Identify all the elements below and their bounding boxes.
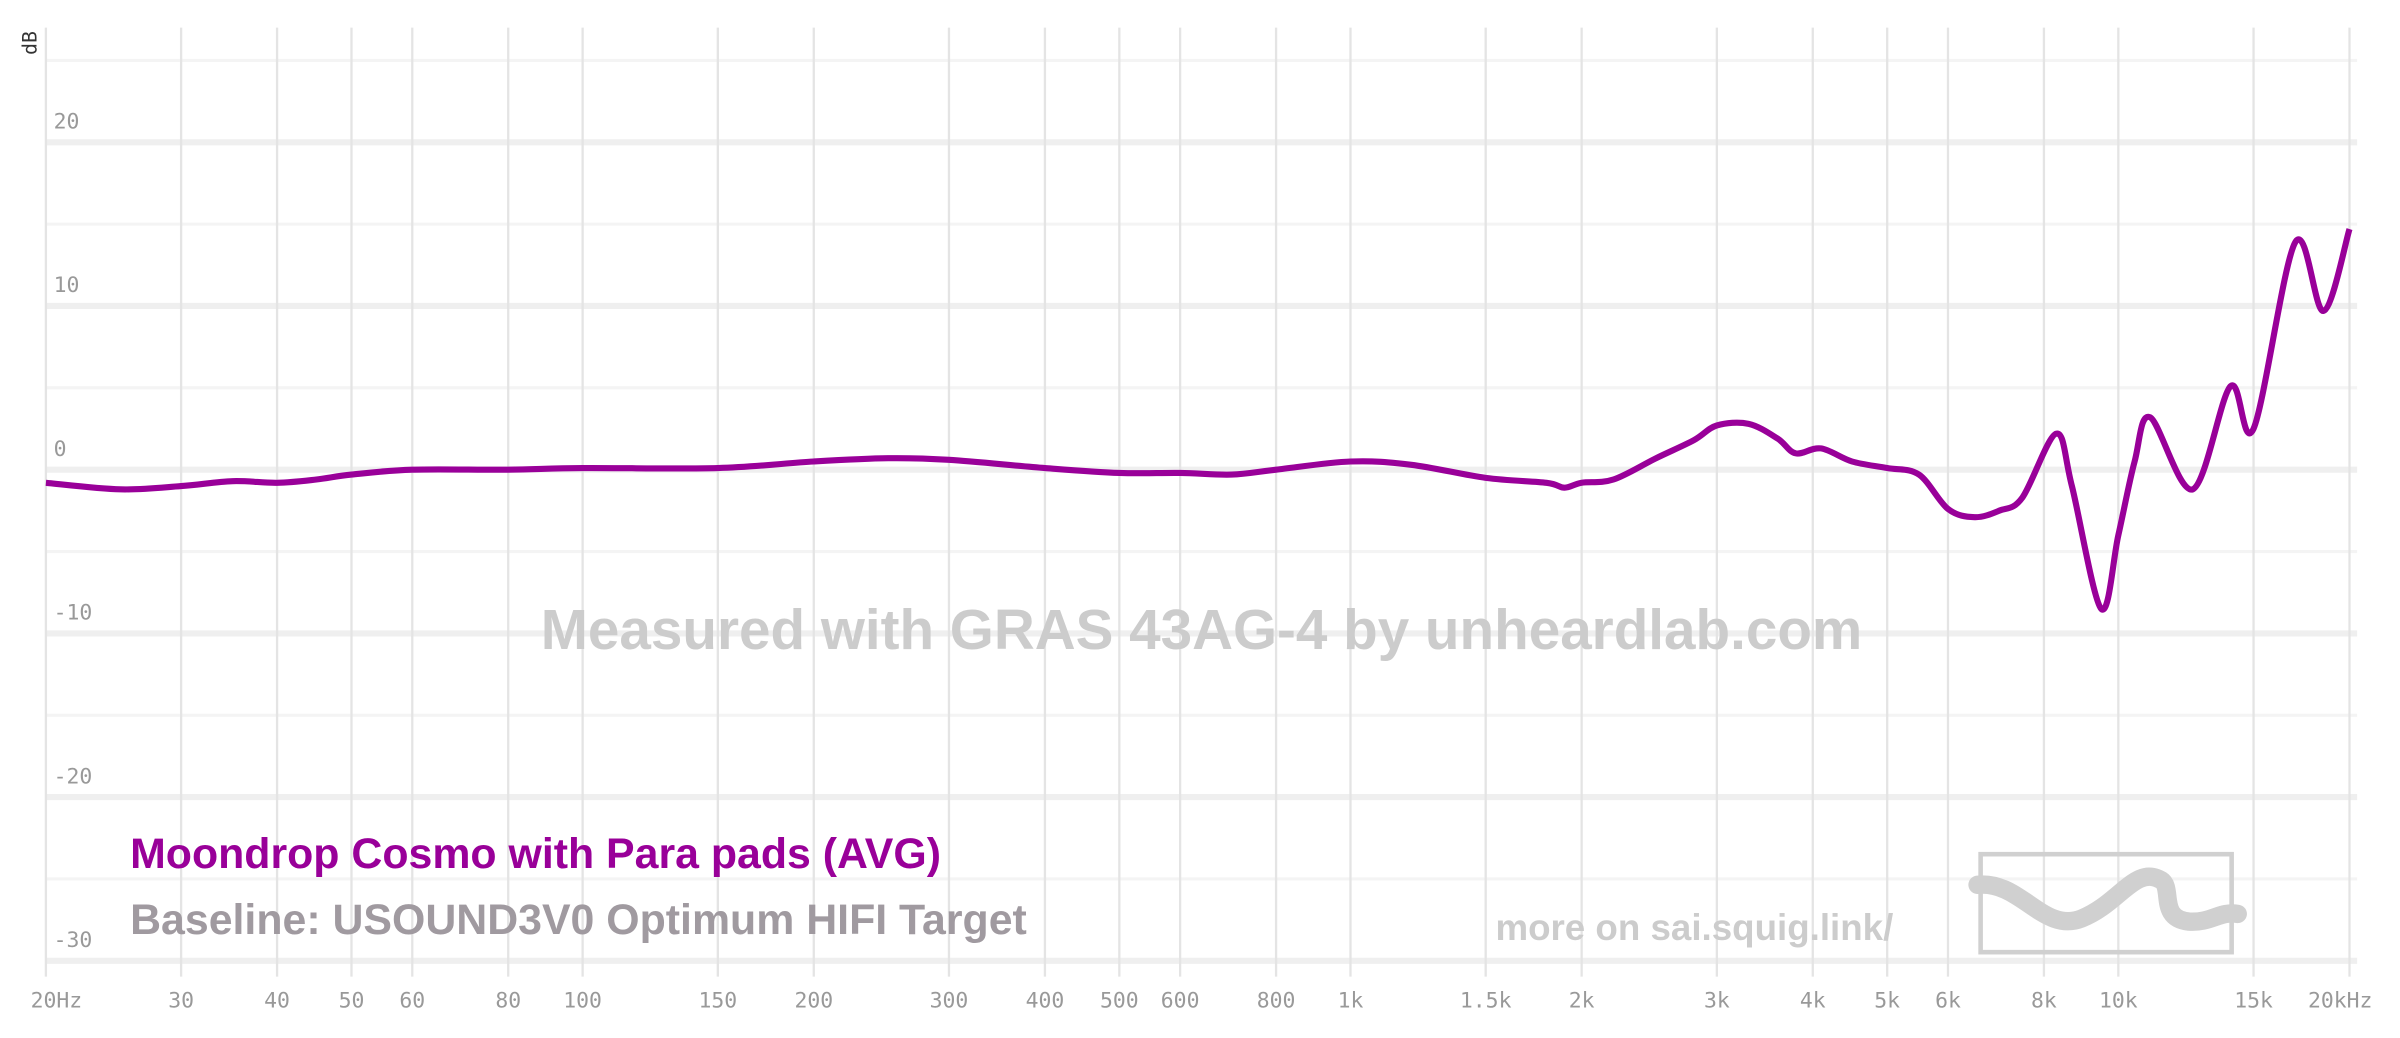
- x-tick-label: 15k: [2234, 988, 2273, 1013]
- footer-link: more on sai.squig.link/: [1495, 907, 1893, 948]
- y-tick-label: -30: [54, 928, 93, 953]
- logo: [1968, 851, 2247, 955]
- x-tick-label: 10k: [2099, 988, 2138, 1013]
- x-tick-label: 300: [930, 988, 969, 1013]
- y-tick-label: -10: [54, 601, 93, 626]
- x-tick-label: 30: [168, 988, 194, 1013]
- logo-wave: [1968, 867, 2247, 931]
- y-tick-label: -20: [54, 764, 93, 789]
- x-tick-label: 1k: [1338, 988, 1364, 1013]
- x-tick-label: 50: [339, 988, 365, 1013]
- watermark: Measured with GRAS 43AG-4 by unheardlab.…: [541, 599, 1863, 662]
- x-tick-label: 5k: [1874, 988, 1900, 1013]
- x-tick-label: 8k: [2031, 988, 2057, 1013]
- x-tick-label: 600: [1161, 988, 1200, 1013]
- x-tick-label: 4k: [1800, 988, 1826, 1013]
- x-tick-label: 80: [495, 988, 521, 1013]
- legend-entry: Moondrop Cosmo with Para pads (AVG): [130, 830, 941, 878]
- x-tick-label: 60: [399, 988, 425, 1013]
- y-tick-label: 10: [54, 273, 80, 298]
- baseline-label: Baseline: USOUND3V0 Optimum HIFI Target: [130, 896, 1027, 944]
- x-tick-label: 40: [264, 988, 290, 1013]
- y-tick-label: 20: [54, 109, 80, 134]
- y-tick-label: 0: [54, 437, 67, 462]
- x-tick-label: 400: [1026, 988, 1065, 1013]
- y-axis-label: dB: [19, 31, 42, 55]
- x-tick-label: 2k: [1569, 988, 1595, 1013]
- grid: [44, 27, 2358, 977]
- x-tick-label: 150: [699, 988, 738, 1013]
- x-tick-label: 6k: [1935, 988, 1961, 1013]
- x-tick-label: 200: [794, 988, 833, 1013]
- x-tick-label: 20kHz: [2308, 988, 2372, 1013]
- x-tick-label: 3k: [1704, 988, 1730, 1013]
- series-line: [45, 228, 2353, 613]
- x-tick-label: 800: [1257, 988, 1296, 1013]
- x-tick-label: 100: [563, 988, 602, 1013]
- x-tick-label: 500: [1100, 988, 1139, 1013]
- x-tick-label: 20Hz: [31, 988, 83, 1013]
- logo-frame: [1978, 851, 2234, 955]
- x-tick-label: 1.5k: [1460, 988, 1512, 1013]
